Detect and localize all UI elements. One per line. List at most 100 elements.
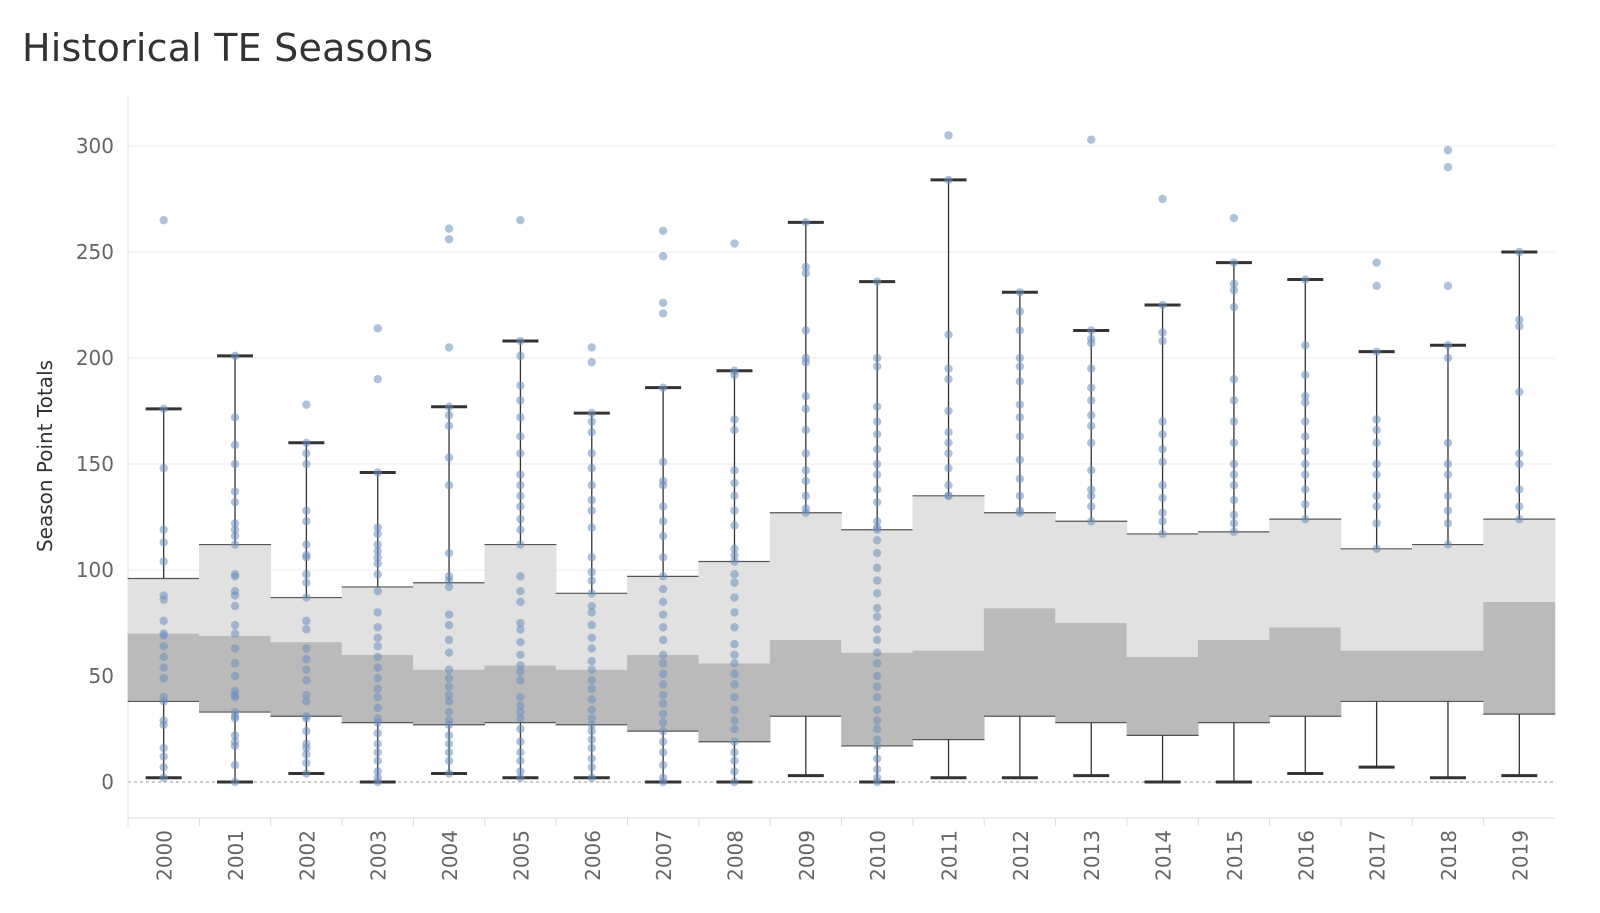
point-2005: [516, 724, 525, 734]
point-2018: [1443, 519, 1453, 528]
point-2010: [872, 525, 882, 534]
point-2003: [373, 693, 382, 702]
point-2019: [1515, 459, 1524, 469]
point-2002: [302, 438, 311, 447]
point-2003: [373, 703, 382, 712]
point-2017: [1372, 415, 1381, 424]
point-2007: [658, 309, 668, 318]
y-tick-label: 150: [76, 452, 114, 476]
point-2004: [444, 402, 454, 411]
point-2003: [373, 529, 382, 539]
point-2016: [1301, 470, 1310, 479]
point-2014: [1158, 300, 1167, 310]
x-tick-label-2001: 2001: [224, 830, 248, 881]
point-2019: [1515, 387, 1524, 397]
point-2009: [801, 491, 811, 500]
point-2007: [658, 623, 668, 632]
point-2011: [944, 175, 953, 185]
point-2007: [658, 597, 668, 606]
chart-title: Historical TE Seasons: [22, 26, 434, 70]
box-2013: [1055, 328, 1128, 778]
x-tick-label-2007: 2007: [652, 830, 676, 881]
point-2008: [730, 506, 739, 515]
point-2005: [516, 773, 525, 782]
point-2010: [872, 517, 882, 526]
point-2006: [587, 754, 596, 763]
point-2002: [302, 540, 311, 549]
point-2005: [516, 714, 525, 723]
point-2005: [516, 336, 525, 346]
point-2007: [658, 748, 668, 757]
point-2010: [872, 589, 882, 598]
box-upper-2017: [1340, 548, 1413, 651]
point-2005: [516, 756, 525, 765]
point-2004: [444, 731, 454, 740]
point-2000: [159, 762, 168, 772]
point-2002: [302, 578, 311, 587]
point-2006: [587, 553, 596, 562]
point-2005: [516, 502, 525, 511]
point-2009: [801, 326, 811, 335]
point-2002: [302, 459, 311, 469]
point-2005: [516, 667, 525, 676]
point-2003: [373, 642, 382, 651]
point-2007: [658, 680, 668, 689]
point-2016: [1301, 370, 1310, 380]
point-2019: [1515, 315, 1524, 325]
point-2016: [1301, 341, 1310, 350]
point-2005: [516, 661, 525, 670]
point-2010: [872, 625, 882, 634]
box-lower-2013: [1055, 623, 1128, 723]
x-tick-label-2010: 2010: [866, 830, 890, 881]
point-2004: [444, 769, 454, 778]
point-2003: [373, 633, 382, 643]
point-2013: [1087, 438, 1096, 447]
point-2015: [1229, 481, 1239, 490]
point-2012: [1015, 326, 1025, 335]
point-2013: [1087, 326, 1096, 335]
boxes: [127, 178, 1556, 784]
point-2005: [516, 396, 525, 405]
point-2004: [444, 235, 454, 244]
box-upper-2018: [1411, 544, 1484, 651]
point-2010: [872, 777, 882, 787]
point-2018: [1443, 163, 1453, 172]
point-2004: [444, 620, 454, 630]
point-2003: [373, 553, 382, 562]
point-2006: [587, 773, 596, 782]
y-tick-label: 0: [101, 770, 114, 794]
point-2006: [587, 714, 596, 723]
point-2008: [730, 705, 739, 715]
point-2004: [444, 576, 454, 585]
box-lower-2015: [1197, 639, 1270, 723]
point-2001: [230, 459, 240, 469]
point-2006: [587, 644, 596, 653]
point-2014: [1158, 194, 1167, 204]
box-2015: [1197, 261, 1270, 784]
point-2016: [1301, 398, 1310, 407]
point-2019: [1515, 247, 1524, 257]
point-2000: [159, 752, 168, 761]
point-2008: [730, 680, 739, 689]
box-upper-2014: [1126, 533, 1199, 657]
point-2001: [230, 714, 240, 723]
point-2004: [444, 739, 454, 749]
point-2005: [516, 701, 525, 710]
point-2007: [658, 635, 668, 645]
box-lower-2016: [1269, 627, 1342, 717]
point-2016: [1301, 417, 1310, 426]
point-2009: [801, 358, 811, 367]
point-2003: [373, 570, 382, 579]
point-2017: [1372, 502, 1381, 511]
point-2002: [302, 743, 311, 753]
point-2009: [801, 391, 811, 401]
point-2002: [302, 449, 311, 458]
point-2007: [658, 760, 668, 770]
point-2001: [230, 601, 240, 611]
point-2015: [1229, 417, 1239, 426]
point-2010: [872, 754, 882, 763]
y-tick-label: 50: [89, 664, 114, 688]
point-2008: [730, 650, 739, 659]
point-2014: [1158, 336, 1167, 346]
point-2014: [1158, 517, 1167, 526]
